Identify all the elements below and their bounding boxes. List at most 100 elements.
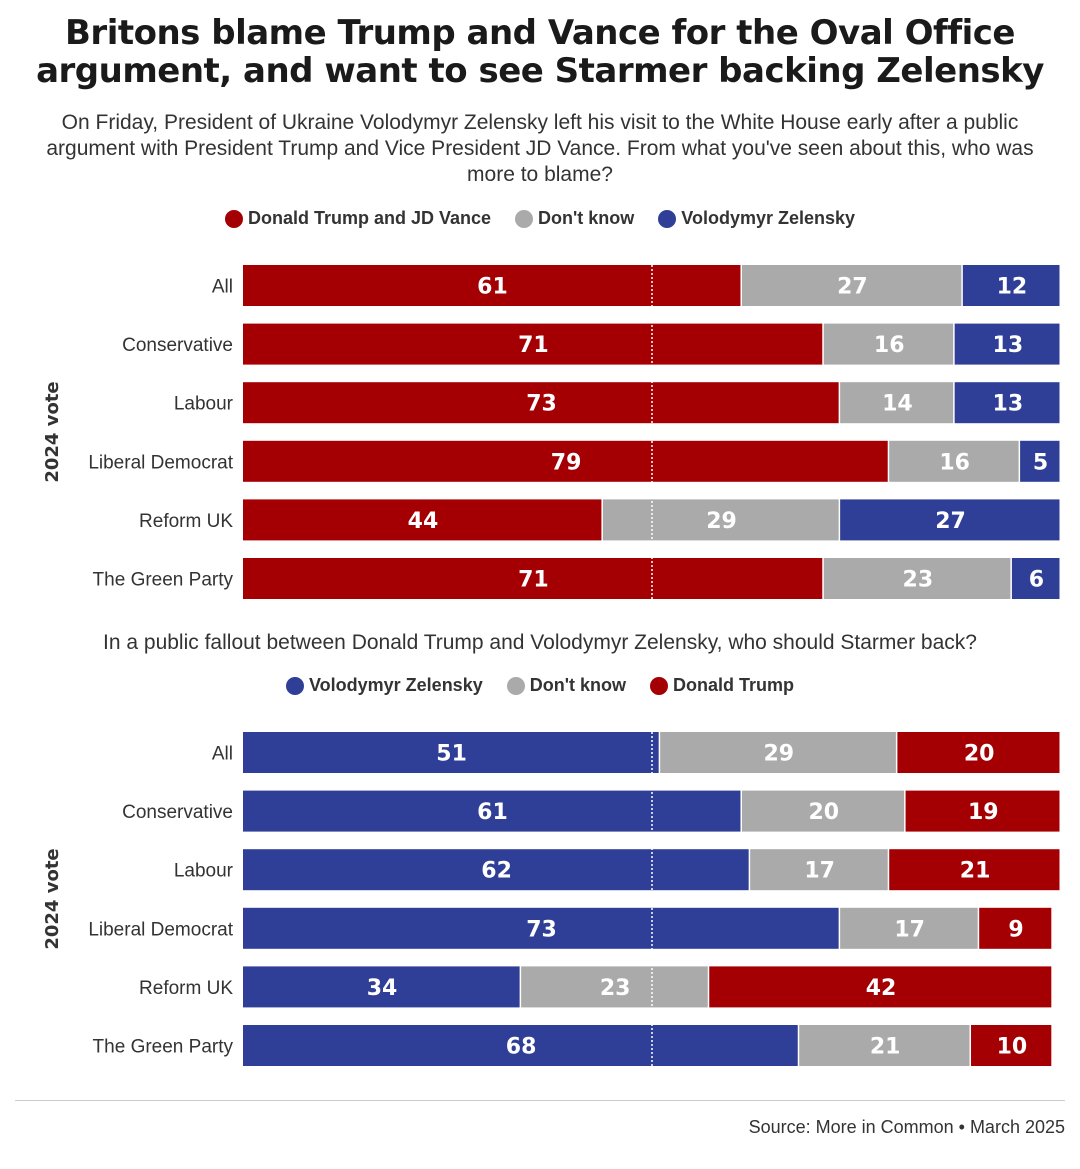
chart-blame: All 61 27 12 Conservative 71 16 13 Labour 73 14 13 L… (42, 265, 1060, 599)
category-label-the-green-party: The Green Party (93, 1037, 234, 1058)
bar-all-donald-trump (897, 732, 1060, 773)
chart-title: Britons blame Trump and Vance for the Ov… (36, 13, 1044, 91)
y-axis-title: 2024 vote (42, 381, 63, 482)
bar-conservative-donald-trump-and-jd-vance (243, 323, 823, 365)
legend-item-don-t-know: Don't know (515, 208, 634, 229)
value-label-conservative-donald-trump-and-jd-vance: 71 (518, 333, 549, 358)
legend-label: Don't know (538, 208, 635, 228)
bar-all-donald-trump-and-jd-vance (243, 265, 741, 306)
category-label-reform-uk: Reform UK (139, 978, 233, 999)
category-label-reform-uk: Reform UK (139, 511, 233, 532)
value-label-conservative-volodymyr-zelensky: 13 (993, 333, 1024, 358)
value-label-all-donald-trump: 20 (964, 742, 995, 767)
bar-liberal-democrat-volodymyr-zelensky (243, 907, 839, 949)
value-label-all-volodymyr-zelensky: 51 (436, 742, 467, 767)
value-label-reform-uk-don-t-know: 29 (706, 509, 737, 534)
value-label-reform-uk-donald-trump-and-jd-vance: 44 (408, 509, 439, 534)
bar-all-volodymyr-zelensky (962, 265, 1060, 306)
category-label-liberal-democrat: Liberal Democrat (88, 452, 233, 473)
value-label-all-donald-trump-and-jd-vance: 61 (477, 275, 508, 300)
bar-labour-donald-trump (889, 849, 1060, 891)
bar-conservative-don-t-know (741, 790, 905, 832)
value-label-all-volodymyr-zelensky: 12 (997, 275, 1028, 300)
chart-subtitle: On Friday, President of Ukraine Volodymy… (46, 111, 1034, 186)
value-label-the-green-party-don-t-know: 23 (903, 568, 934, 593)
bar-reform-uk-don-t-know (602, 499, 839, 541)
bar-reform-uk-don-t-know (521, 966, 708, 1008)
value-label-labour-don-t-know: 17 (804, 859, 835, 884)
bar-liberal-democrat-donald-trump-and-jd-vance (243, 440, 888, 482)
bar-conservative-donald-trump (905, 790, 1060, 832)
legend-item-volodymyr-zelensky: Volodymyr Zelensky (285, 675, 483, 696)
category-label-the-green-party: The Green Party (93, 570, 234, 591)
value-label-liberal-democrat-volodymyr-zelensky: 5 (1033, 450, 1048, 475)
value-label-labour-volodymyr-zelensky: 13 (993, 392, 1024, 417)
bar-conservative-volodymyr-zelensky (243, 790, 741, 832)
bar-conservative-don-t-know (823, 323, 954, 365)
bar-labour-volodymyr-zelensky (954, 382, 1060, 424)
question-starmer: In a public fallout between Donald Trump… (103, 631, 977, 654)
bar-all-volodymyr-zelensky (243, 732, 659, 773)
bar-reform-uk-donald-trump (709, 966, 1052, 1008)
category-label-conservative: Conservative (122, 802, 233, 823)
value-label-reform-uk-donald-trump: 42 (866, 976, 897, 1001)
value-label-the-green-party-donald-trump-and-jd-vance: 71 (518, 568, 549, 593)
legend-starmer: Volodymyr Zelensky Don't know Donald Trump (0, 675, 1080, 696)
category-label-liberal-democrat: Liberal Democrat (88, 919, 233, 940)
value-label-the-green-party-don-t-know: 21 (870, 1035, 901, 1060)
legend-item-donald-trump: Donald Trump (650, 675, 794, 696)
bar-liberal-democrat-don-t-know (889, 440, 1019, 482)
value-label-liberal-democrat-donald-trump: 9 (1008, 917, 1023, 942)
legend-label: Don't know (529, 675, 626, 695)
value-label-conservative-don-t-know: 20 (808, 800, 839, 825)
category-label-all: All (212, 277, 233, 298)
chart-starmer: All 51 29 20 Conservative 61 20 19 Labour 62 17 21 L… (42, 732, 1060, 1066)
bar-labour-don-t-know (840, 382, 954, 424)
value-label-the-green-party-volodymyr-zelensky: 68 (506, 1035, 537, 1060)
bar-liberal-democrat-don-t-know (840, 907, 978, 949)
value-label-all-don-t-know: 29 (763, 742, 794, 767)
legend-swatch (224, 209, 243, 228)
legend-swatch (515, 209, 534, 228)
bar-reform-uk-volodymyr-zelensky (840, 499, 1060, 541)
source-note: Source: More in Common • March 2025 (748, 1117, 1065, 1137)
value-label-liberal-democrat-volodymyr-zelensky: 73 (526, 917, 557, 942)
value-label-reform-uk-volodymyr-zelensky: 27 (935, 509, 966, 534)
footer-divider (15, 1100, 1065, 1101)
value-label-conservative-volodymyr-zelensky: 61 (477, 800, 508, 825)
legend-swatch (650, 676, 668, 695)
bar-labour-don-t-know (750, 849, 888, 891)
legend-item-donald-trump-and-jd-vance: Donald Trump and JD Vance (224, 208, 492, 229)
bar-the-green-party-don-t-know (799, 1025, 970, 1066)
legend-swatch (658, 209, 677, 228)
category-label-conservative: Conservative (122, 335, 233, 356)
value-label-labour-donald-trump: 21 (960, 859, 991, 884)
bar-labour-volodymyr-zelensky (243, 849, 749, 891)
value-label-conservative-donald-trump: 19 (968, 800, 999, 825)
value-label-labour-don-t-know: 14 (882, 392, 913, 417)
legend-item-don-t-know: Don't know (506, 675, 626, 696)
bar-reform-uk-donald-trump-and-jd-vance (243, 499, 602, 541)
legend-label: Donald Trump (673, 675, 794, 695)
y-axis-title: 2024 vote (42, 848, 63, 949)
value-label-liberal-democrat-don-t-know: 16 (939, 450, 970, 475)
category-label-all: All (212, 744, 233, 765)
value-label-labour-donald-trump-and-jd-vance: 73 (526, 392, 557, 417)
category-label-labour: Labour (174, 861, 234, 882)
legend-item-volodymyr-zelensky: Volodymyr Zelensky (658, 208, 855, 229)
bar-labour-donald-trump-and-jd-vance (243, 382, 839, 424)
value-label-liberal-democrat-donald-trump-and-jd-vance: 79 (551, 450, 582, 475)
bar-the-green-party-donald-trump-and-jd-vance (243, 558, 823, 599)
legend-label: Volodymyr Zelensky (308, 675, 483, 695)
bar-liberal-democrat-volodymyr-zelensky (1020, 440, 1060, 482)
category-label-labour: Labour (174, 394, 234, 415)
legend-blame: Donald Trump and JD Vance Don't know Volod… (0, 208, 1080, 229)
bar-conservative-volodymyr-zelensky (954, 323, 1060, 365)
bar-the-green-party-don-t-know (823, 558, 1011, 599)
bar-liberal-democrat-donald-trump (979, 907, 1052, 949)
value-label-the-green-party-donald-trump: 10 (997, 1035, 1028, 1060)
legend-swatch (285, 676, 304, 695)
bar-reform-uk-volodymyr-zelensky (243, 966, 520, 1008)
legend-label: Donald Trump and JD Vance (247, 208, 492, 228)
bar-all-don-t-know (741, 265, 962, 306)
